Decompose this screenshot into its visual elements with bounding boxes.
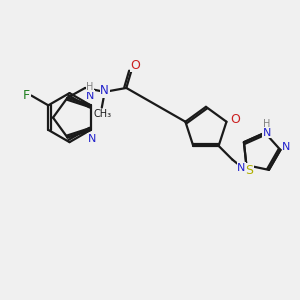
- Text: F: F: [23, 89, 30, 102]
- Text: CH₃: CH₃: [94, 110, 112, 119]
- Text: N: N: [85, 91, 94, 100]
- Text: O: O: [130, 59, 140, 72]
- Text: N: N: [282, 142, 290, 152]
- Text: N: N: [88, 134, 96, 144]
- Text: H: H: [263, 119, 271, 129]
- Text: S: S: [245, 164, 253, 177]
- Text: N: N: [237, 163, 246, 173]
- Text: N: N: [263, 128, 271, 138]
- Text: O: O: [230, 113, 240, 126]
- Text: H: H: [86, 82, 94, 92]
- Text: N: N: [100, 84, 109, 98]
